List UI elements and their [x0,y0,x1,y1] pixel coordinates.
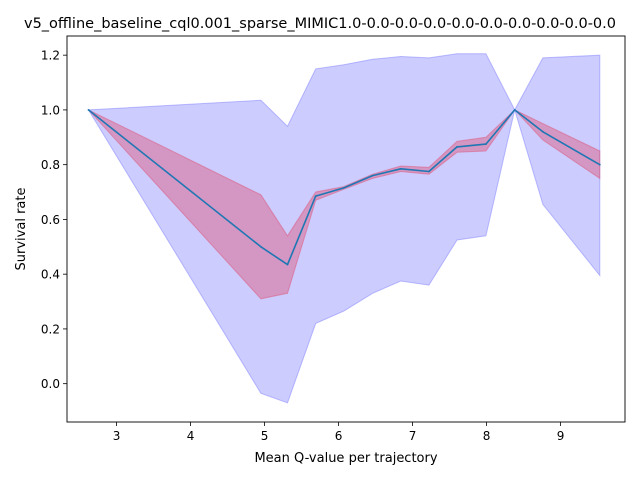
x-tick-label: 8 [483,429,491,443]
data-point [260,245,262,248]
x-tick-label: 6 [335,429,343,443]
data-point [485,143,487,146]
y-tick-label: 0.6 [41,213,60,227]
data-point [314,195,317,198]
x-tick-label: 9 [557,429,565,443]
x-axis: 3 4 5 6 7 8 9 [113,422,565,443]
y-tick-label: 1.0 [41,103,60,117]
data-point [371,174,374,177]
data-point [399,167,402,170]
plot-frame [66,35,626,423]
chart-title: v5_offline_baseline_cql0.001_sparse_MIMI… [24,16,616,32]
y-tick-label: 1.2 [41,49,60,63]
data-point [428,170,430,173]
plot-area [87,53,601,404]
y-tick-label: 0.8 [41,158,60,172]
y-tick-label: 0.0 [41,377,60,391]
x-axis-label: Mean Q-value per trajectory [254,451,437,466]
data-point [456,146,458,148]
x-tick-label: 3 [113,429,121,443]
x-tick-label: 7 [409,429,417,443]
data-point [342,187,345,189]
data-point [286,263,289,266]
x-tick-label: 5 [261,429,269,443]
data-point [87,109,90,111]
x-tick-label: 4 [187,429,195,443]
y-axis-label: Survival rate [14,188,29,271]
y-axis: 0.0 0.2 0.4 0.6 0.8 1.0 1.2 [41,49,67,391]
data-point [513,109,516,111]
data-point [542,130,544,133]
confidence-band-1 [87,53,601,404]
y-tick-label: 0.2 [41,322,60,336]
y-tick-label: 0.4 [41,268,60,282]
data-point [598,163,601,166]
